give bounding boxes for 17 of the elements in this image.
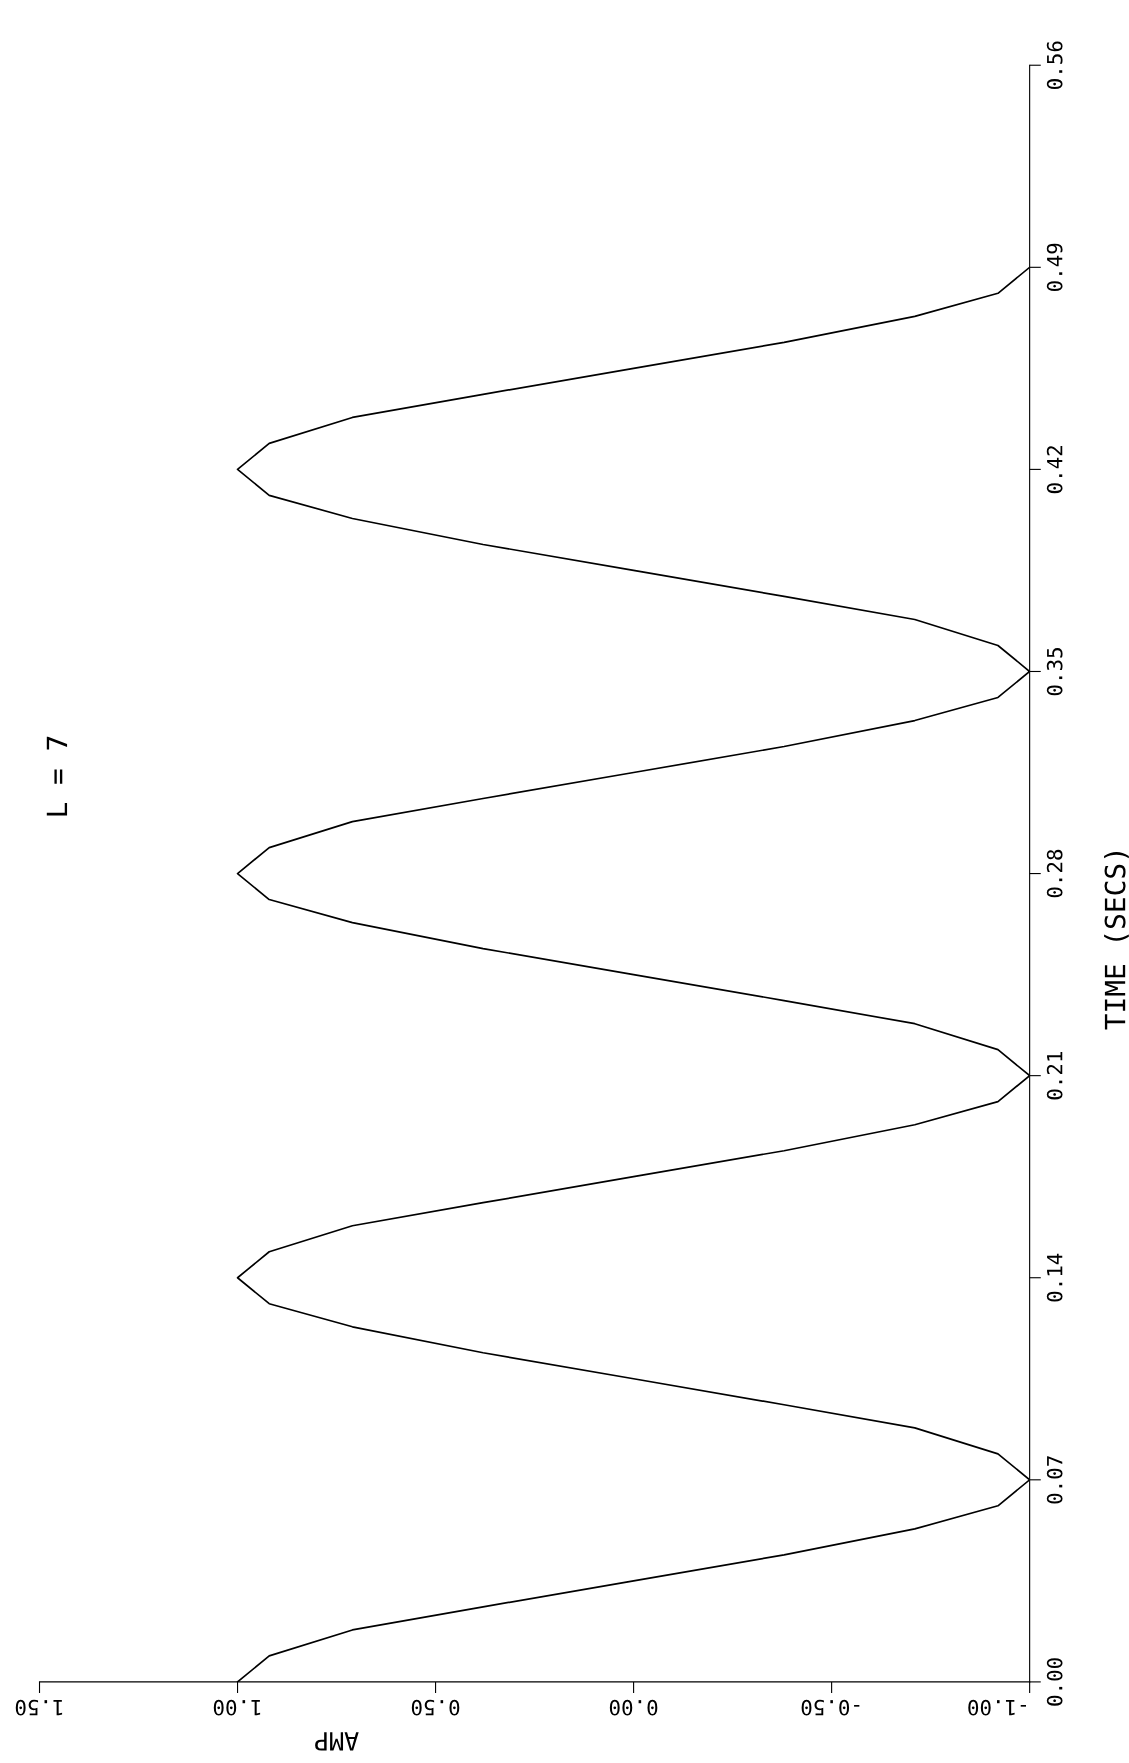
x-tick-label: 0.00 [609,1699,658,1716]
y-tick-label: 0.14 [1046,1253,1063,1302]
y-tick-label: 0.56 [1046,41,1063,89]
x-axis-title: AMP [315,1732,359,1751]
y-tick-label: 0.49 [1046,243,1063,292]
x-tick-label: -0.50 [801,1699,860,1716]
y-tick-label: 0.35 [1046,648,1063,696]
y-tick-label: 0.28 [1046,849,1063,898]
text: L = 7 [46,736,68,816]
y-axis-title: TIME (SECS) [1104,852,1129,1030]
x-tick-label: 1.50 [15,1699,63,1716]
x-tick-label: -1.00 [968,1699,1027,1716]
y-tick-label: 0.42 [1046,446,1063,494]
x-tick-label: 0.50 [411,1699,460,1716]
y-tick-label: 0.07 [1046,1456,1063,1504]
x-tick-label: 1.00 [213,1699,261,1716]
y-tick-label: 0.21 [1046,1051,1063,1100]
